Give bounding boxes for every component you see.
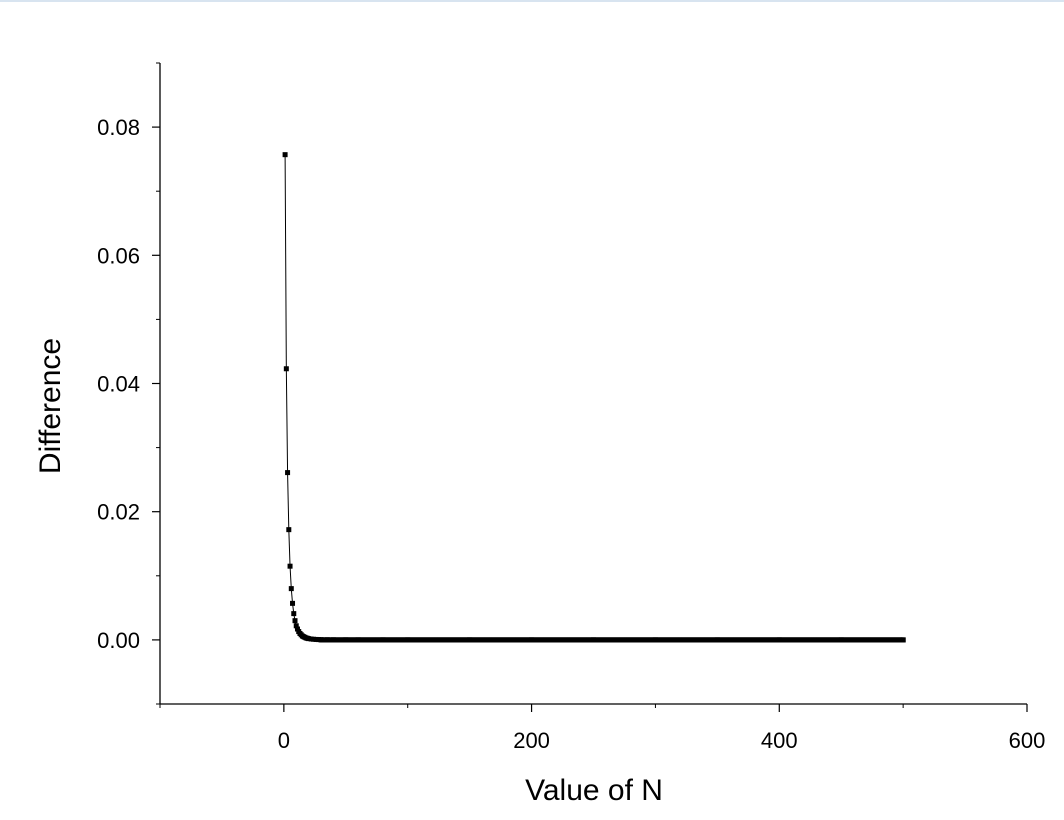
- data-point: [293, 623, 299, 629]
- y-tick-label: 0.02: [97, 500, 140, 525]
- x-axis-title: Value of N: [525, 774, 663, 807]
- y-tick-label: 0.06: [97, 243, 140, 268]
- data-point: [283, 366, 289, 372]
- y-tick-label: 0.00: [97, 628, 140, 653]
- x-tick-label: 0: [278, 728, 290, 753]
- window-top-border: [0, 0, 1064, 2]
- data-point: [287, 563, 293, 569]
- data-point: [288, 586, 294, 592]
- y-tick-label: 0.08: [97, 115, 140, 140]
- series-line: [284, 154, 904, 641]
- axes: 0 200 400 600 0.00 0.02 0.04 0.06 0.08: [97, 62, 1046, 753]
- y-axis-title: Difference: [34, 338, 67, 474]
- series-layer: [282, 152, 906, 643]
- x-tick-label: 600: [1009, 728, 1046, 753]
- data-point: [285, 470, 291, 476]
- data-point: [286, 527, 292, 533]
- y-tick-label: 0.04: [97, 372, 140, 397]
- x-tick-label: 400: [761, 728, 798, 753]
- data-point: [292, 618, 298, 624]
- data-point: [291, 611, 297, 617]
- x-tick-label: 200: [513, 728, 550, 753]
- data-point: [294, 626, 300, 632]
- data-point: [290, 600, 296, 606]
- data-point: [282, 152, 288, 158]
- data-point: [900, 637, 906, 643]
